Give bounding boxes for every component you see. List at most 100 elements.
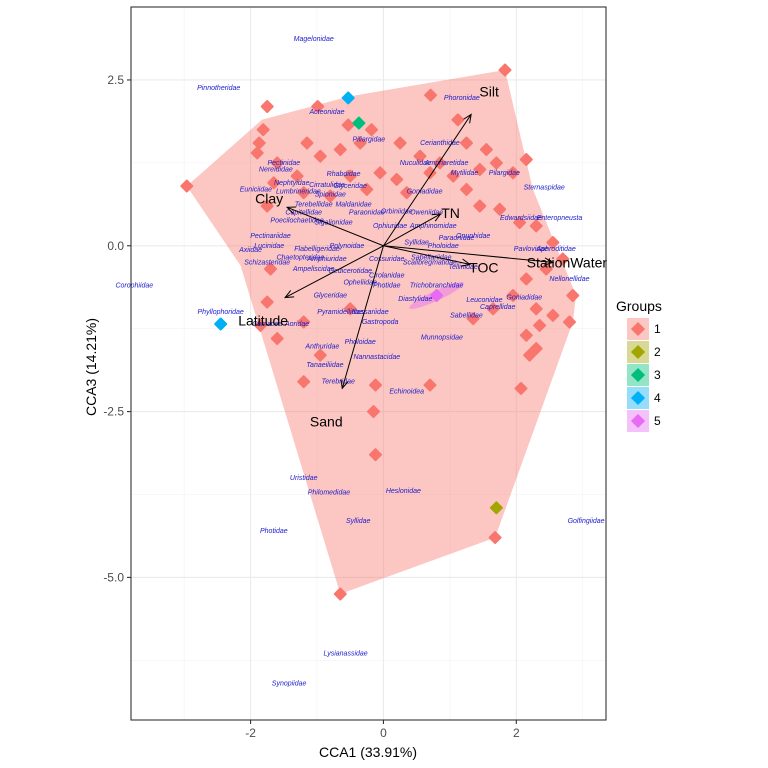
taxon-label: Opheliidae [343,279,377,286]
site-point [256,123,270,137]
site-point [466,312,480,326]
site-point [529,302,543,316]
taxon-label: Nassariidae [352,309,389,316]
taxon-label: Tellinidae [449,264,478,271]
site-point [539,262,553,276]
taxon-label: Terebellidae [295,202,333,209]
panel-border [130,6,607,721]
taxon-label: Sigalionidae [315,220,353,227]
taxon-label: Gastropoda [362,319,399,326]
y-tick-label: -5.0 [103,570,124,584]
site-point [270,332,284,346]
legend-label: 3 [654,368,661,382]
taxon-label: Syllidae [346,518,371,525]
legend-key-symbol [630,321,646,337]
site-point [311,100,325,113]
site-point [514,381,528,395]
legend-label: 1 [654,322,661,336]
taxon-label: Axiidae [238,247,262,254]
x-tick-label: 2 [513,726,520,740]
taxon-label: Sabellidae [450,312,483,319]
taxon-label: Corophiidae [115,283,153,290]
site-point [260,199,274,213]
taxon-label: Paraonidae [439,235,475,242]
site-point [260,295,274,309]
site-point [343,169,357,183]
taxon-label: Oedicerotidae [328,268,372,275]
taxon-label: Euniciidae [240,186,272,193]
taxon-label: Amphinomidae [409,223,457,230]
site-point [519,272,533,286]
site-point [343,302,357,316]
env-vector-arrow [284,245,384,298]
site-point [290,169,304,183]
taxon-label: Amphiuridae [306,256,346,263]
site-point [313,348,327,362]
taxon-label: Lysianassidae [323,651,367,658]
taxon-label: Paraonidae [349,210,385,217]
site-point [297,375,311,389]
taxon-label: Schizasteridae [244,259,290,266]
env-vector-arrow [383,245,553,263]
x-axis-title: CCA1 (33.91%) [319,744,417,760]
site-point [566,289,580,302]
site-point [267,176,281,190]
site-point [264,262,277,276]
site-point [546,236,560,249]
site-point [479,143,493,157]
taxon-label: Uristidae [290,475,318,482]
taxon-label: Acteonidae [308,109,344,116]
legend-key-symbol [630,413,646,429]
taxon-label: Glyceridae [314,293,348,300]
site-point [529,342,543,356]
legend-label: 5 [654,414,661,428]
site-point [529,219,543,233]
taxon-label: Cossuridae [369,256,405,263]
taxon-label: Synopiidae [272,681,307,688]
env-vector-label: TN [441,205,460,221]
taxon-label: Onuphidae [456,233,490,240]
taxon-label: Aoridae [284,321,309,328]
taxon-label: Cerianthidae [420,140,460,147]
site-point [400,186,414,200]
taxon-label: Cumacea [252,321,282,328]
taxon-label: Aphroditidae [536,246,576,253]
taxon-label: Nuculidae [400,160,431,167]
y-tick-label: -2.5 [103,405,124,419]
taxon-label: Magelonidae [294,36,334,43]
y-tick-label: 2.5 [107,73,124,87]
env-vector-arrow [383,245,470,265]
taxon-label: Terebridae [322,379,355,386]
site-point [297,186,311,200]
taxon-label: Heslonidae [386,488,421,495]
taxon-label: Nephtyidae [274,180,310,187]
taxon-label: Photidae [373,283,401,290]
env-vector-arrow [383,213,441,247]
site-point [523,348,537,362]
site-point [297,315,311,329]
taxon-label: Chaetopteridae [276,255,324,262]
site-point [533,318,547,332]
env-vector-label: TOC [469,259,498,275]
legend: Groups 1 2 3 4 5 [616,298,662,432]
site-point [313,149,327,163]
env-vector-arrowhead [340,379,349,390]
site-point [353,136,367,150]
taxon-label: Cirolanidae [369,273,405,280]
env-vector-label: Silt [479,83,499,99]
env-vector-arrowhead [431,213,442,222]
site-point [563,315,576,329]
taxon-label: Capitellidae [285,210,322,217]
taxon-label: Mytilidae [451,170,479,177]
taxon-label: Nannastacidae [353,354,400,361]
env-vector-arrowhead [285,206,297,215]
x-tick-label: 0 [380,726,387,740]
taxon-label: Lucinidae [254,243,284,250]
y-tick-label: 0.0 [107,239,124,253]
site-point [260,100,274,113]
taxon-label: Nellonellidae [549,276,589,283]
site-point-group-5 [430,289,444,302]
taxon-label: Ampeliscidae [292,266,335,273]
